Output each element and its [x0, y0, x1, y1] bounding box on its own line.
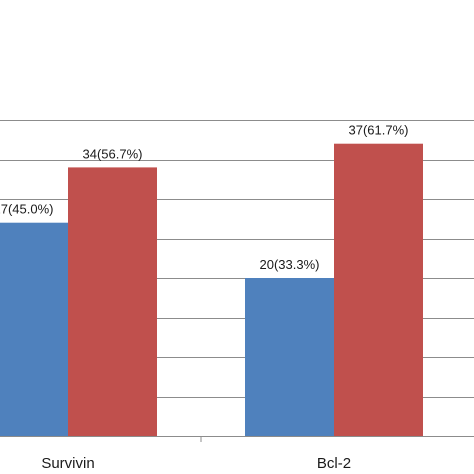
- data-label-survivin-series-2: 34(56.7%): [83, 146, 143, 161]
- bars: [0, 143, 423, 436]
- bar-bcl-2-series-1: [245, 278, 334, 436]
- category-label-bcl-2: Bcl-2: [317, 455, 351, 472]
- data-label-survivin-series-1: 27(45.0%): [0, 202, 53, 217]
- category-label-survivin: Survivin: [41, 455, 94, 472]
- data-label-bcl-2-series-1: 20(33.3%): [260, 257, 320, 272]
- bar-survivin-series-1: [0, 222, 68, 436]
- bar-bcl-2-series-2: [334, 143, 423, 436]
- data-label-bcl-2-series-2: 37(61.7%): [349, 123, 409, 138]
- bar-survivin-series-2: [68, 167, 157, 436]
- data-labels: 27(45.0%) 34(56.7%) 20(33.3%) 37(61.7%): [0, 123, 408, 272]
- x-axis: Survivin Bcl-2: [0, 436, 474, 472]
